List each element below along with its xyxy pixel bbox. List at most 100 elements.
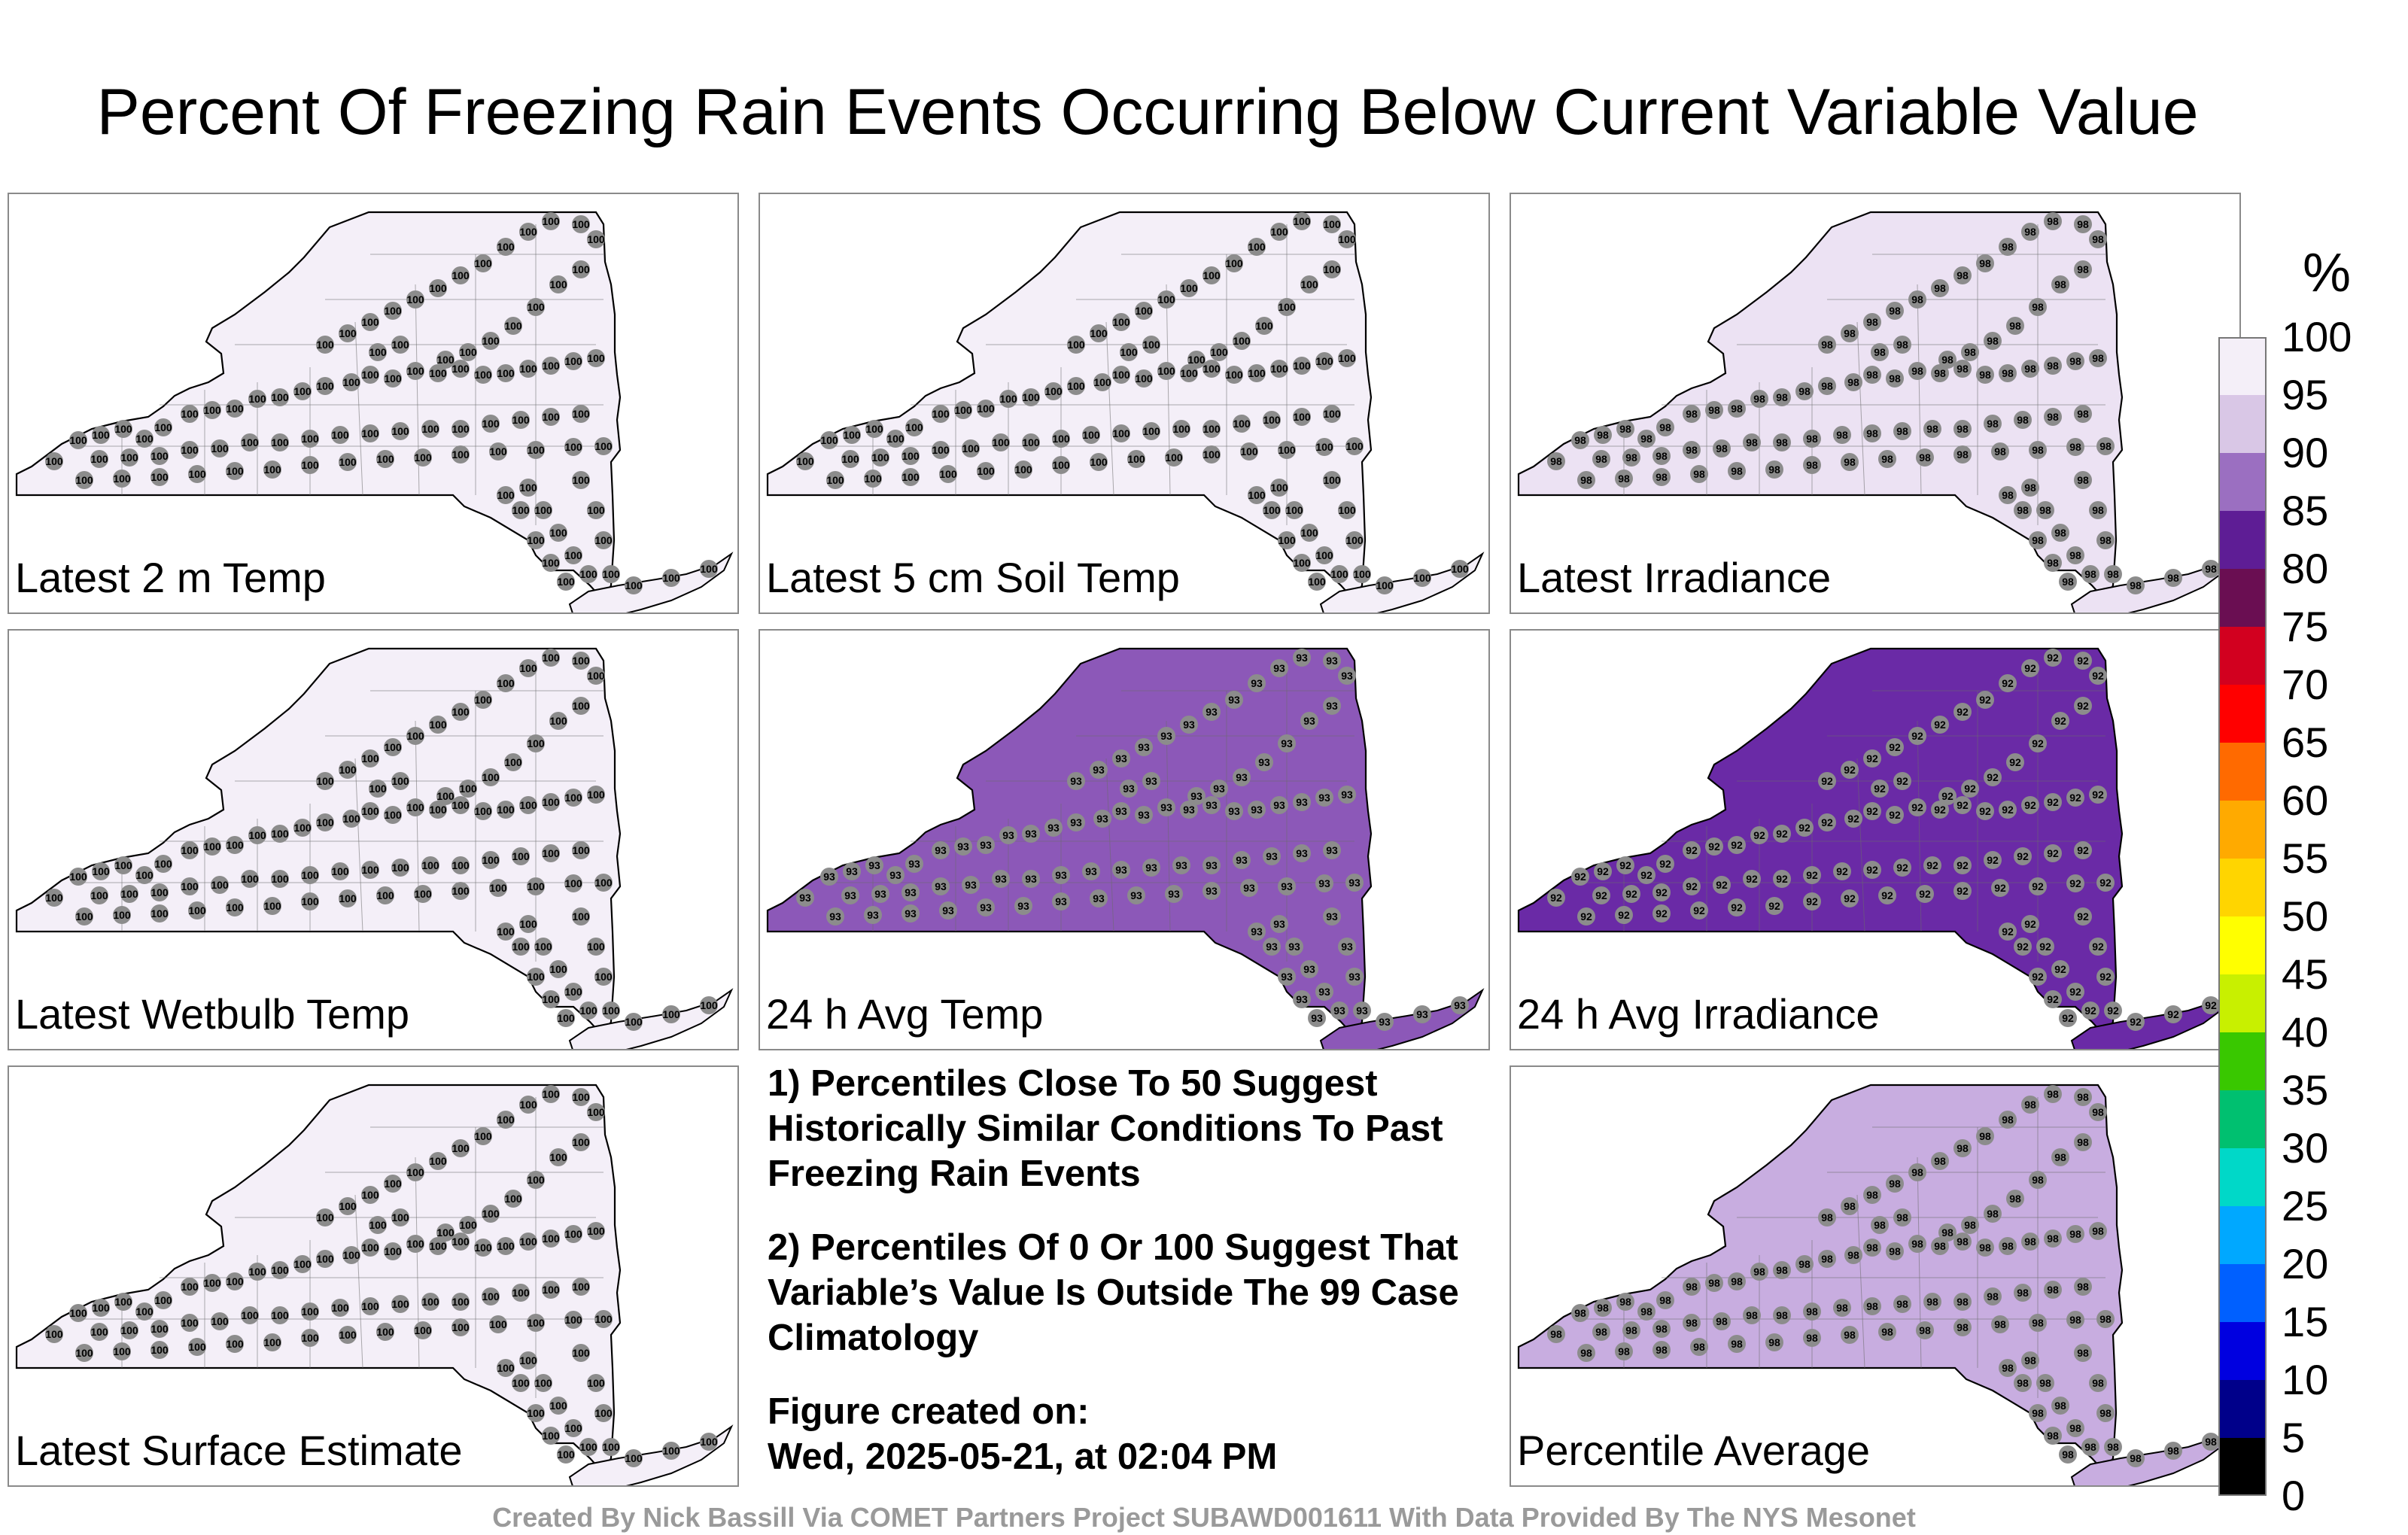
station-marker: 98: [1652, 1320, 1671, 1338]
station-marker: 98: [1773, 1306, 1791, 1324]
svg-text:100: 100: [564, 877, 582, 889]
svg-text:92: 92: [2002, 804, 2014, 816]
station-marker: 100: [1180, 279, 1198, 297]
station-marker: 100: [1202, 360, 1221, 378]
svg-text:100: 100: [962, 442, 980, 454]
svg-text:93: 93: [1266, 850, 1278, 862]
svg-text:100: 100: [331, 865, 349, 877]
station-marker: 92: [1991, 879, 2009, 897]
station-marker: 92: [2089, 786, 2107, 804]
svg-text:98: 98: [1716, 1315, 1728, 1327]
svg-text:92: 92: [2047, 652, 2059, 664]
colorbar-segment: [2218, 916, 2267, 975]
svg-text:100: 100: [1127, 453, 1145, 465]
svg-text:98: 98: [2092, 1106, 2104, 1118]
svg-text:98: 98: [2017, 504, 2029, 516]
svg-text:98: 98: [1956, 269, 1969, 281]
station-marker: 92: [2036, 938, 2054, 956]
station-marker: 98: [1871, 1216, 1889, 1234]
station-marker: 100: [1187, 351, 1206, 369]
station-marker: 100: [1052, 430, 1070, 448]
svg-text:100: 100: [391, 1298, 409, 1310]
svg-text:98: 98: [2084, 568, 2096, 580]
colorbar-tick-label: 25: [2282, 1182, 2329, 1230]
station-marker: 98: [1803, 430, 1821, 448]
station-marker: 100: [497, 1237, 515, 1255]
station-marker: 100: [150, 883, 169, 901]
station-marker: 93: [1278, 968, 1296, 986]
svg-text:98: 98: [2092, 352, 2104, 364]
station-marker: 98: [1683, 1278, 1701, 1296]
svg-text:100: 100: [154, 858, 172, 870]
station-marker: 93: [1165, 885, 1183, 903]
svg-text:98: 98: [1866, 1189, 1878, 1201]
station-marker: 93: [1315, 789, 1333, 807]
station-marker: 92: [1773, 825, 1791, 843]
svg-text:98: 98: [1866, 1242, 1878, 1254]
station-marker: 92: [1728, 898, 1746, 916]
svg-text:100: 100: [406, 1166, 424, 1178]
svg-text:100: 100: [572, 1281, 590, 1293]
colorbar-tick-label: 5: [2282, 1414, 2306, 1461]
svg-text:92: 92: [1716, 879, 1728, 891]
svg-text:93: 93: [1281, 737, 1293, 749]
station-marker: 100: [1293, 212, 1311, 230]
colorbar-segment: [2218, 395, 2267, 454]
svg-text:93: 93: [1303, 963, 1315, 975]
station-marker: 100: [625, 576, 643, 594]
svg-text:100: 100: [361, 752, 379, 764]
station-marker: 100: [188, 1338, 206, 1356]
station-marker: 92: [1652, 904, 1671, 923]
station-marker: 98: [1984, 1205, 2002, 1223]
svg-text:92: 92: [2167, 1008, 2179, 1020]
svg-text:100: 100: [542, 411, 560, 423]
svg-text:100: 100: [512, 941, 530, 953]
station-marker: 92: [1841, 761, 1859, 779]
station-marker: 100: [962, 439, 980, 457]
svg-text:100: 100: [572, 1347, 590, 1359]
svg-text:100: 100: [1090, 327, 1108, 339]
svg-text:100: 100: [999, 393, 1017, 405]
svg-text:100: 100: [572, 1136, 590, 1148]
station-marker: 100: [436, 1223, 455, 1242]
station-marker: 93: [1120, 780, 1138, 798]
station-marker: 100: [211, 876, 229, 894]
svg-text:92: 92: [1934, 719, 1946, 731]
station-marker: 98: [1803, 1329, 1821, 1347]
svg-text:100: 100: [542, 557, 560, 569]
station-marker: 100: [572, 841, 590, 859]
svg-text:93: 93: [1348, 971, 1361, 983]
colorbar: [2218, 337, 2267, 1496]
station-marker: 100: [429, 716, 447, 734]
svg-text:98: 98: [2084, 1441, 2096, 1453]
svg-text:100: 100: [316, 380, 334, 392]
station-marker: 98: [1908, 1163, 1926, 1181]
station-marker: 92: [2051, 712, 2069, 730]
svg-text:100: 100: [1353, 568, 1371, 580]
svg-text:100: 100: [594, 877, 613, 889]
svg-text:92: 92: [2054, 963, 2066, 975]
station-marker: 100: [977, 462, 995, 480]
svg-text:100: 100: [549, 715, 567, 727]
svg-text:92: 92: [1806, 869, 1818, 881]
station-marker: 98: [1953, 1293, 1972, 1311]
svg-text:98: 98: [1956, 1142, 1969, 1154]
station-marker: 100: [662, 1005, 680, 1023]
station-marker: 98: [1773, 1261, 1791, 1279]
station-marker: 100: [700, 1433, 718, 1451]
station-marker: 93: [1202, 796, 1221, 814]
station-marker: 98: [1622, 1321, 1640, 1339]
station-marker: 100: [406, 798, 424, 816]
colorbar-segment: [2218, 1206, 2267, 1265]
svg-text:93: 93: [1416, 1008, 1428, 1020]
station-marker: 98: [1893, 422, 1911, 440]
colorbar-tick-label: 10: [2282, 1356, 2329, 1403]
svg-text:92: 92: [2024, 918, 2036, 930]
svg-text:100: 100: [361, 1242, 379, 1254]
svg-text:100: 100: [1293, 557, 1311, 569]
county-line: [1856, 1194, 1865, 1369]
svg-text:100: 100: [361, 316, 379, 328]
colorbar-segment: [2218, 743, 2267, 801]
svg-text:92: 92: [2084, 1005, 2096, 1017]
svg-text:98: 98: [1618, 473, 1630, 485]
